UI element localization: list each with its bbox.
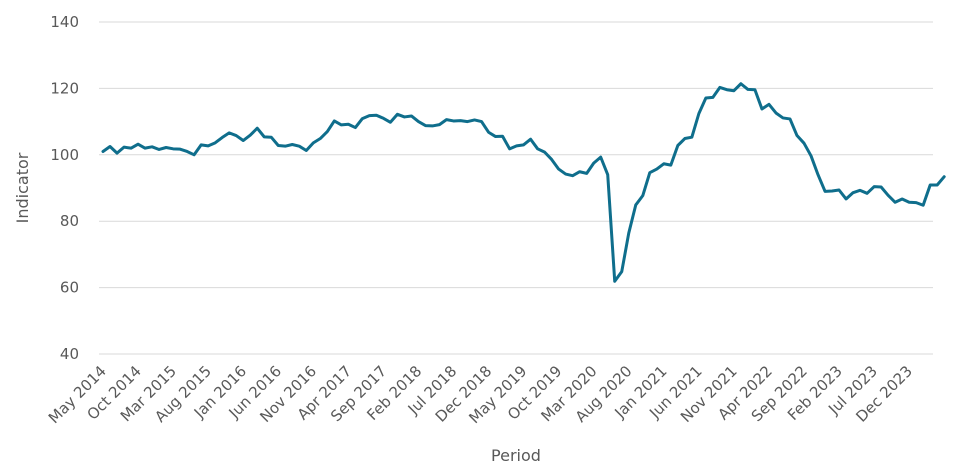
y-axis-title: Indicator (13, 152, 32, 223)
series-line-0 (101, 82, 946, 283)
y-axis-ticks: 40 60 80 100 120 140 (50, 13, 79, 363)
y-tick-label: 40 (60, 345, 79, 363)
y-tick-label: 120 (50, 79, 79, 97)
x-axis-title: Period (491, 446, 541, 465)
gridlines (99, 21, 933, 355)
y-tick-label: 140 (50, 13, 79, 31)
y-tick-label: 60 (60, 279, 79, 297)
y-tick-label: 80 (60, 212, 79, 230)
series-layer (101, 82, 946, 283)
y-tick-label: 100 (50, 146, 79, 164)
